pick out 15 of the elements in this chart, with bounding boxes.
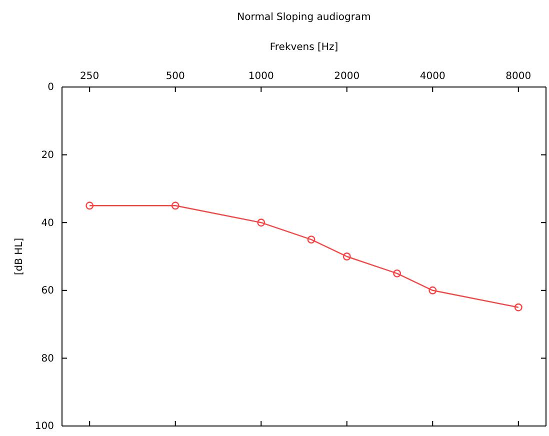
y-tick-label: 100 (34, 421, 54, 432)
chart-title: Normal Sloping audiogram (237, 12, 371, 23)
x-tick-label: 250 (80, 71, 100, 82)
x-tick-label: 500 (166, 71, 185, 82)
x-tick-label: 8000 (506, 71, 532, 82)
y-tick-label: 80 (41, 353, 54, 364)
y-axis-title: [dB HL] (14, 238, 25, 276)
x-tick-label: 4000 (420, 71, 446, 82)
y-tick-label: 0 (48, 82, 54, 94)
y-tick-label: 20 (41, 150, 54, 161)
y-tick-label: 40 (41, 218, 54, 229)
y-tick-label: 60 (41, 286, 54, 297)
x-tick-label: 1000 (248, 71, 274, 82)
x-tick-label: 2000 (334, 71, 360, 82)
x-axis-title: Frekvens [Hz] (270, 42, 338, 53)
